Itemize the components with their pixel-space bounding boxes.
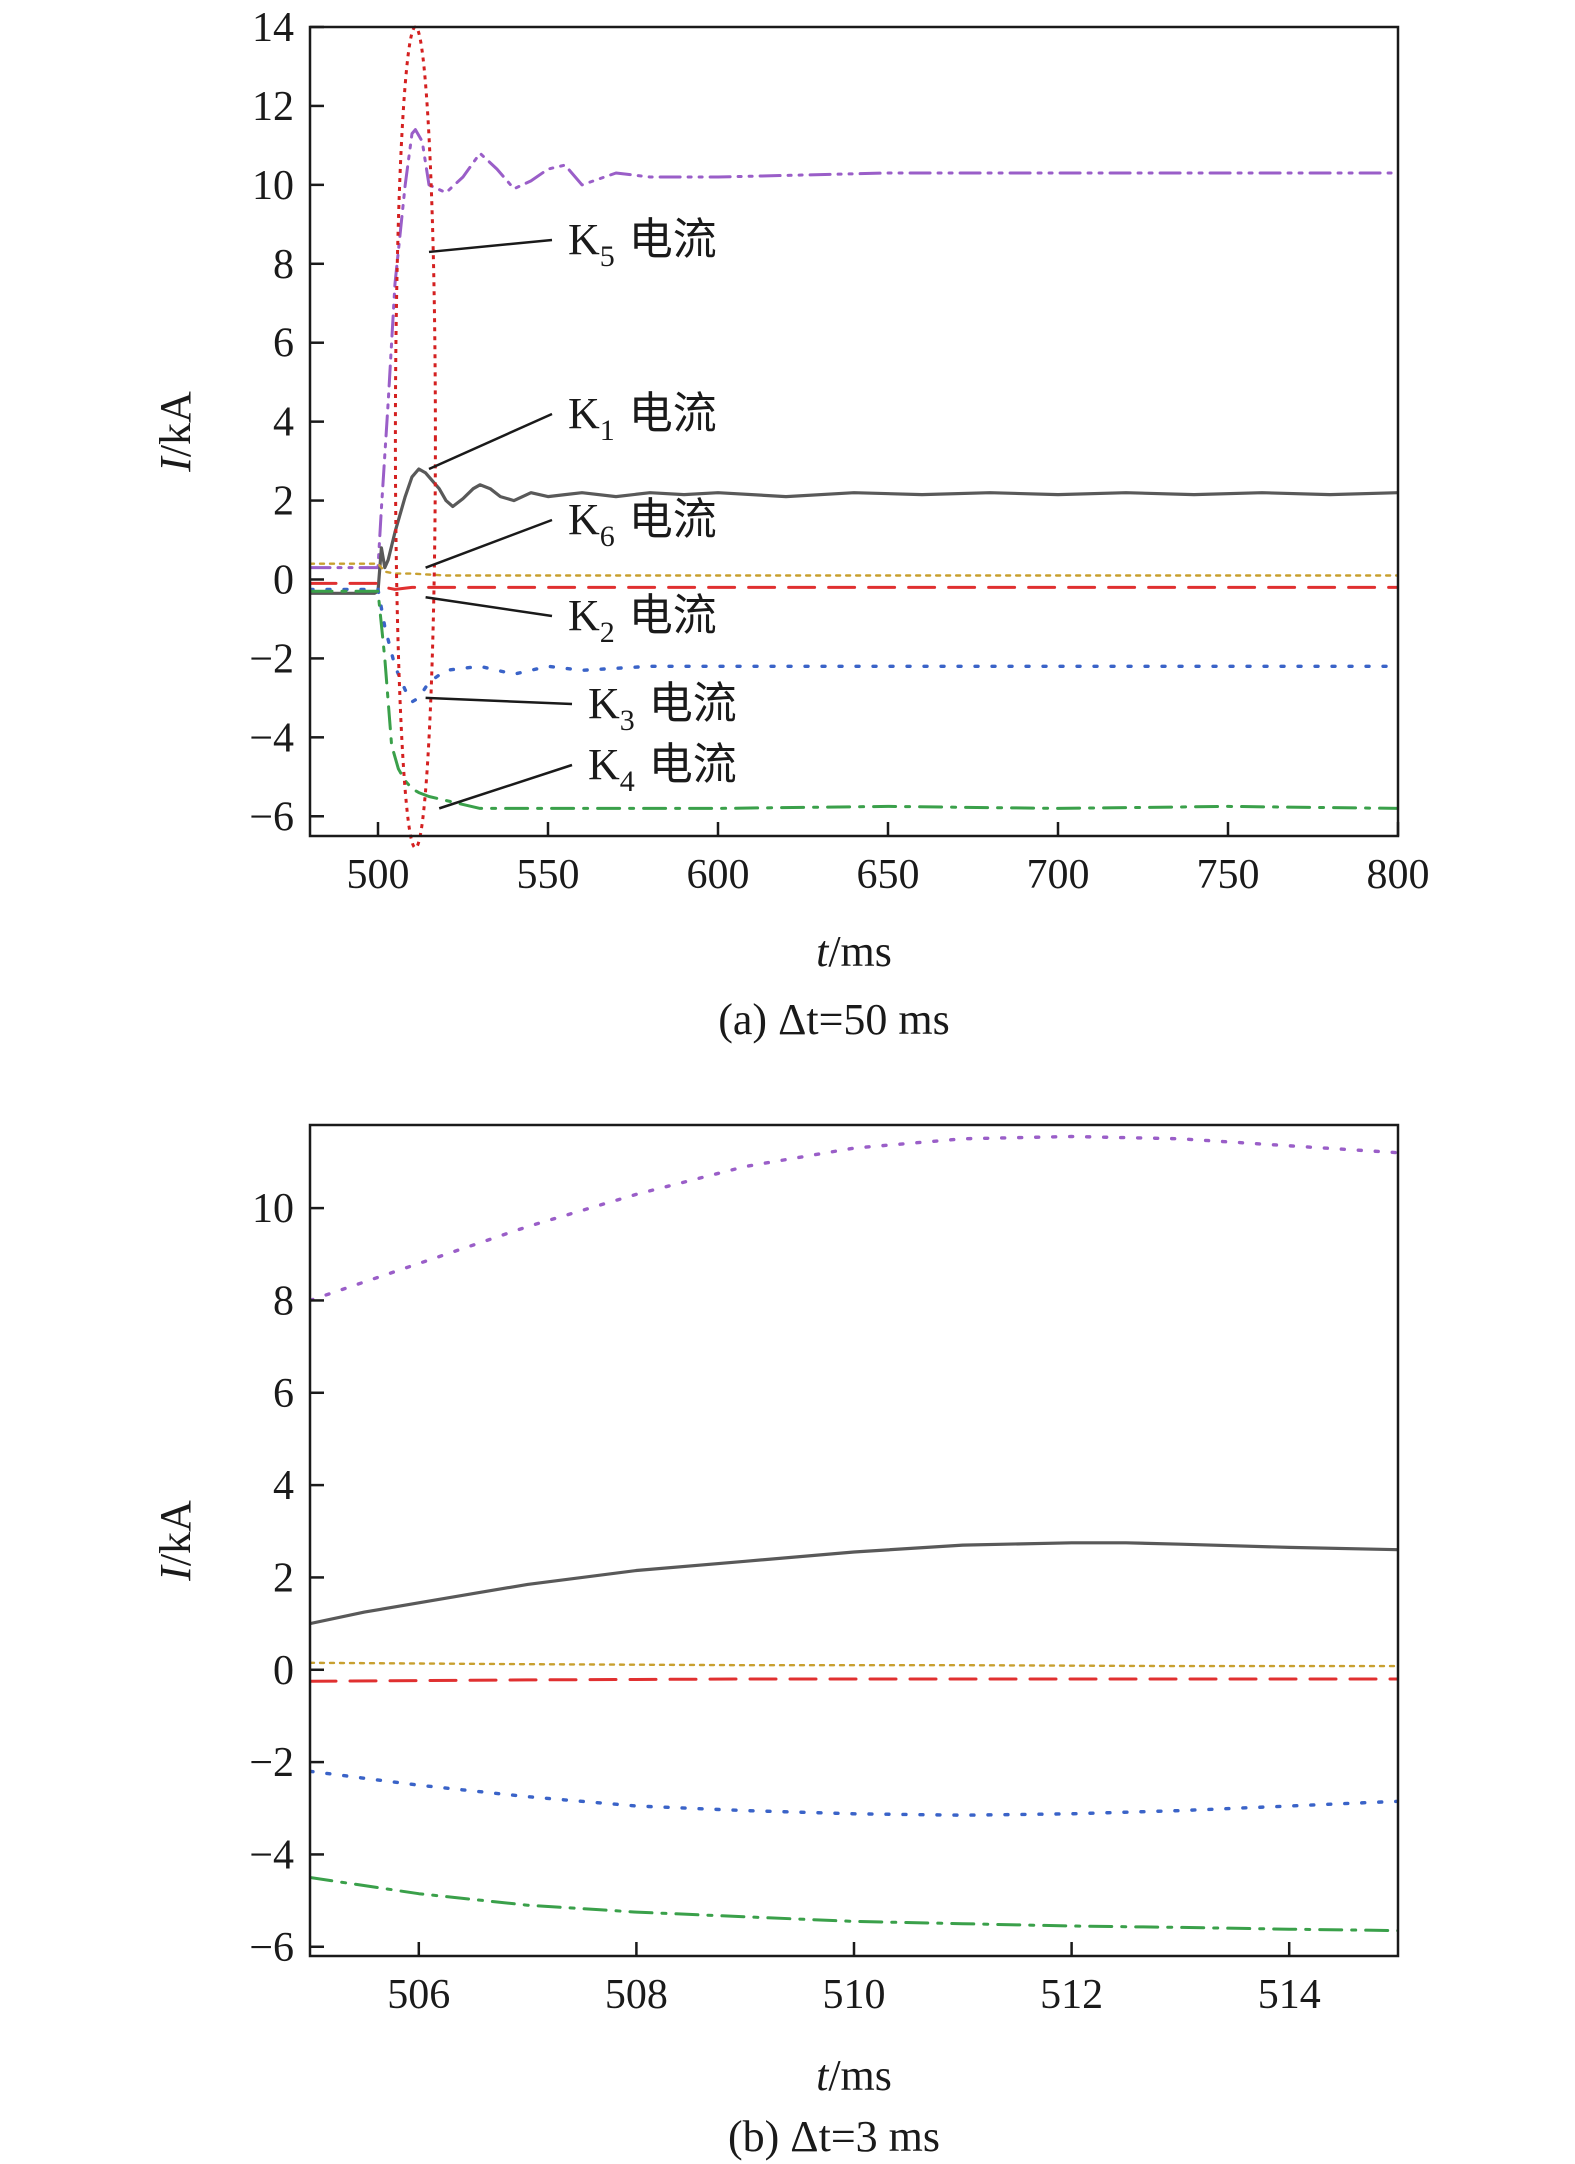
chart-a-x-unit: /ms <box>828 927 892 976</box>
chart-a-y-var: I <box>151 455 200 473</box>
series-k1-line <box>310 1541 1398 1626</box>
y-tick-label: −2 <box>249 636 294 682</box>
y-tick-label: −2 <box>249 1740 294 1786</box>
chart-a-frame <box>308 25 1400 838</box>
annotation-leader-k3 <box>425 696 573 706</box>
x-tick-label: 550 <box>517 852 580 898</box>
series-k4-line <box>310 1876 1398 1933</box>
annotation-leader-k2 <box>425 596 553 618</box>
y-tick-label: −4 <box>249 1832 294 1878</box>
y-tick-label: 8 <box>273 242 294 288</box>
y-tick-label: 4 <box>273 1463 294 1509</box>
series-k5-line <box>310 128 1398 570</box>
chart-b-x-ticks: 506 508 510 512 514 <box>387 1942 1321 2018</box>
x-tick-label: 506 <box>387 1972 450 2018</box>
y-tick-label: 2 <box>273 479 294 525</box>
y-tick-label: 6 <box>273 321 294 367</box>
y-tick-label: 0 <box>273 1648 294 1694</box>
annotation-label-k1: K1 电流 <box>568 389 717 447</box>
x-tick-label: 650 <box>857 852 920 898</box>
x-tick-label: 514 <box>1258 1972 1321 2018</box>
chart-b-y-unit: /kA <box>151 1500 200 1566</box>
annotation-label-k3: K3 电流 <box>588 679 737 737</box>
chart-b-y-axis-label: I/kA <box>151 1500 200 1582</box>
chart-b-x-unit: /ms <box>828 2051 892 2100</box>
chart-a-y-ticks: −6 −4 −2 0 2 4 6 8 10 12 14 <box>249 5 324 840</box>
series-k2-line <box>310 1677 1398 1683</box>
y-tick-label: −6 <box>249 794 294 840</box>
chart-b-caption: (b) Δt=3 ms <box>728 2112 940 2161</box>
series-k6-line <box>310 1661 1398 1668</box>
y-tick-label: 10 <box>252 163 294 209</box>
x-tick-label: 500 <box>347 852 410 898</box>
series-k6-line <box>310 562 1398 577</box>
chart-a-y-axis-label: I/kA <box>151 391 200 473</box>
y-tick-label: 4 <box>273 400 294 446</box>
annotation-leader-k6 <box>425 518 553 569</box>
x-tick-label: 510 <box>823 1972 886 2018</box>
chart-a-x-axis-label: t/ms <box>816 927 892 976</box>
annotation-leader-k5 <box>428 238 553 254</box>
y-tick-label: −4 <box>249 715 294 761</box>
annotation-label-k4: K4 电流 <box>588 740 737 798</box>
annotation-leader-k1 <box>428 412 553 471</box>
chart-b-x-axis-label: t/ms <box>816 2051 892 2100</box>
y-tick-label: 6 <box>273 1371 294 1417</box>
chart-a-y-unit: /kA <box>151 391 200 457</box>
transient-highlight-ellipse <box>393 25 437 850</box>
x-tick-label: 800 <box>1367 852 1430 898</box>
y-tick-label: 14 <box>252 5 294 51</box>
chart-b-series-layer <box>310 1134 1398 1933</box>
y-tick-label: 0 <box>273 557 294 603</box>
annotation-label-k2: K2 电流 <box>568 591 717 649</box>
y-tick-label: 12 <box>252 84 294 130</box>
annotation-label-k6: K6 电流 <box>568 495 717 553</box>
chart-b-x-var: t <box>816 2051 830 2100</box>
series-k3-line <box>310 1769 1398 1817</box>
chart-a-caption: (a) Δt=50 ms <box>718 995 950 1044</box>
y-tick-label: 8 <box>273 1278 294 1324</box>
annotation-label-k5: K5 电流 <box>568 215 717 273</box>
annotation-leader-k4 <box>438 763 573 810</box>
x-tick-label: 700 <box>1027 852 1090 898</box>
y-tick-label: 2 <box>273 1555 294 1601</box>
x-tick-label: 600 <box>687 852 750 898</box>
x-tick-label: 512 <box>1040 1972 1103 2018</box>
series-k4-line <box>310 589 1398 810</box>
series-k1-line <box>310 467 1398 595</box>
chart-b-y-ticks: −6 −4 −2 0 2 4 6 8 10 <box>249 1186 324 1971</box>
x-tick-label: 750 <box>1197 852 1260 898</box>
chart-a-x-ticks: 500 550 600 650 700 750 800 <box>347 822 1430 898</box>
y-tick-label: −6 <box>249 1925 294 1971</box>
chart-a-series-layer <box>310 128 1398 810</box>
chart-b-y-var: I <box>151 1564 200 1582</box>
series-k3-line <box>310 587 1398 704</box>
chart-a-x-var: t <box>816 927 830 976</box>
y-tick-label: 10 <box>252 1186 294 1232</box>
x-tick-label: 508 <box>605 1972 668 2018</box>
series-k2-line <box>310 581 1398 591</box>
series-k5-line <box>310 1134 1398 1303</box>
chart-b-frame <box>308 1123 1400 1958</box>
